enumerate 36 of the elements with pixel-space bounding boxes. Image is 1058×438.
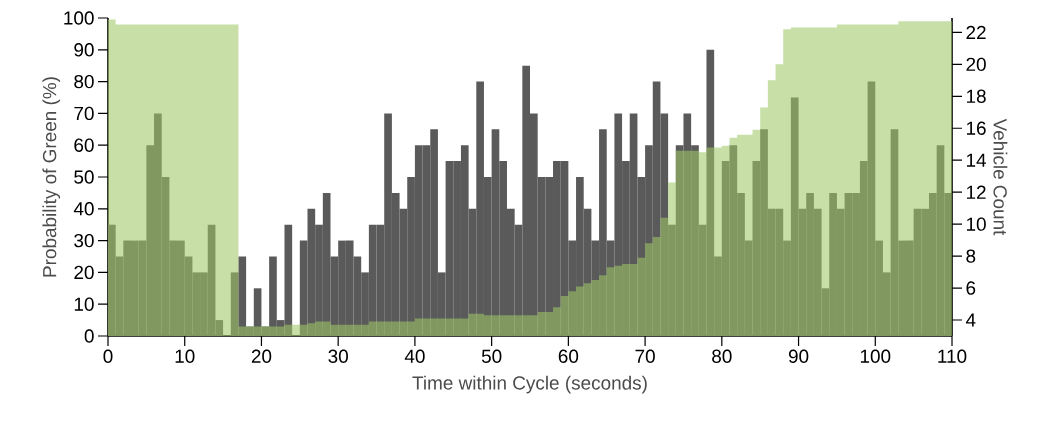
x-tick-label: 40 <box>404 349 425 363</box>
y2-axis-title: Vehicle Count <box>993 118 1008 236</box>
y-tick-label: 60 <box>74 138 94 152</box>
y2-tick-label: 12 <box>966 185 986 199</box>
y-tick-label: 20 <box>74 265 94 280</box>
x-tick-label: 0 <box>103 349 113 363</box>
y2-tick-label: 16 <box>966 121 986 135</box>
y-tick-label: 10 <box>74 297 94 311</box>
y-tick-label: 0 <box>84 329 94 343</box>
y-tick-label: 100 <box>64 11 94 25</box>
x-axis-title: Time within Cycle (seconds) <box>412 375 647 394</box>
y-tick-label: 70 <box>74 106 94 121</box>
y-tick-label: 90 <box>74 43 94 57</box>
x-tick-label: 90 <box>788 349 809 363</box>
x-tick-label: 30 <box>328 349 348 363</box>
y-tick-label: 40 <box>73 202 94 216</box>
y-tick-label: 80 <box>74 74 94 89</box>
y-tick-label: 30 <box>74 233 94 248</box>
y2-tick-label: 20 <box>966 57 986 72</box>
x-tick-label: 80 <box>712 349 732 363</box>
y-tick-label: 50 <box>74 170 94 184</box>
x-tick-label: 110 <box>938 349 967 363</box>
y2-tick-label: 10 <box>966 217 986 231</box>
y-axis-title: Probability of Green (%) <box>42 77 61 277</box>
y2-tick-label: 18 <box>966 89 986 103</box>
y2-tick-label: 8 <box>966 249 976 263</box>
y2-tick-label: 6 <box>966 281 976 295</box>
x-tick-label: 100 <box>860 349 891 363</box>
x-tick-label: 60 <box>558 349 579 363</box>
y2-tick-label: 14 <box>966 153 987 167</box>
x-tick-label: 10 <box>175 349 195 363</box>
x-tick-label: 20 <box>251 349 272 363</box>
y2-tick-label: 4 <box>965 313 976 327</box>
x-tick-label: 70 <box>635 349 655 363</box>
x-tick-label: 50 <box>481 349 502 363</box>
y2-tick-label: 22 <box>966 25 986 39</box>
